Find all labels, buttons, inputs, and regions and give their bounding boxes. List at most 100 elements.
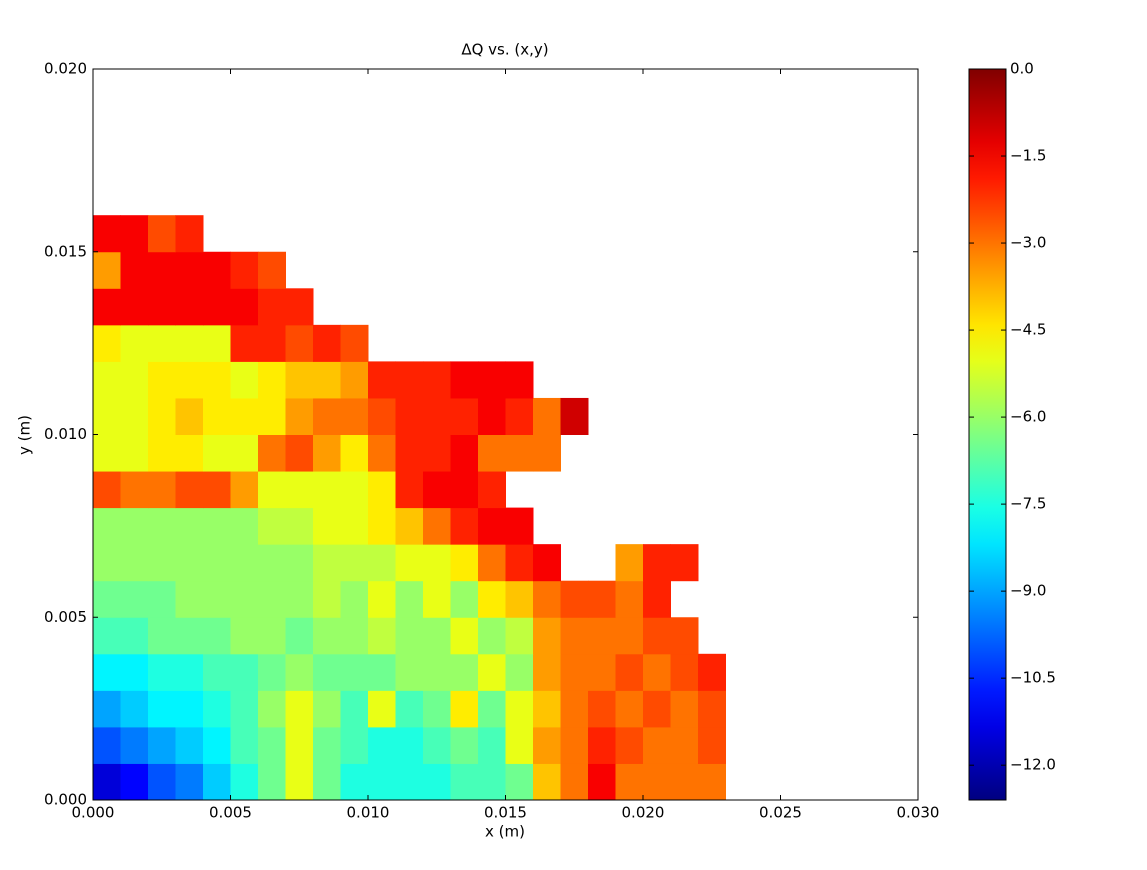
heatmap-cell	[450, 434, 479, 472]
heatmap-cell	[203, 617, 231, 655]
heatmap-cell	[533, 690, 561, 728]
heatmap-cell	[368, 653, 396, 691]
heatmap-cell	[230, 471, 259, 509]
heatmap-cell	[505, 397, 534, 435]
heatmap-cell	[533, 763, 561, 801]
heatmap-cell	[313, 763, 341, 801]
heatmap-cell	[340, 324, 369, 362]
heatmap-cell	[93, 434, 121, 472]
heatmap-cell	[120, 726, 149, 764]
heatmap-cell	[120, 434, 149, 472]
heatmap-cell	[120, 288, 149, 326]
heatmap-cell	[615, 726, 644, 764]
heatmap-cell	[340, 690, 369, 728]
heatmap-cell	[643, 617, 671, 655]
heatmap-cell	[258, 580, 286, 618]
heatmap-cell	[93, 215, 121, 253]
heatmap-cell	[643, 763, 671, 801]
heatmap-cell	[395, 653, 424, 691]
heatmap-cell	[423, 690, 451, 728]
heatmap-cell	[450, 361, 479, 399]
colorbar-tick-label: −7.5	[1010, 495, 1046, 513]
heatmap-cell	[230, 324, 259, 362]
heatmap-cell	[230, 580, 259, 618]
heatmap-cell	[175, 361, 204, 399]
heatmap-cell	[285, 507, 314, 545]
heatmap-cell	[258, 361, 286, 399]
heatmap-cell	[175, 763, 204, 801]
heatmap-cell	[230, 434, 259, 472]
heatmap-cell	[615, 690, 644, 728]
heatmap-cell	[588, 653, 616, 691]
heatmap-cell	[368, 580, 396, 618]
heatmap-cell	[450, 580, 479, 618]
heatmap-cell	[698, 690, 726, 728]
heatmap-cell	[450, 507, 479, 545]
heatmap-cell	[258, 324, 286, 362]
chart-title: ΔQ vs. (x,y)	[461, 41, 548, 59]
heatmap-cell	[478, 471, 506, 509]
heatmap-cell	[120, 580, 149, 618]
heatmap-cell	[285, 617, 314, 655]
heatmap-cell	[175, 288, 204, 326]
heatmap-cell	[423, 653, 451, 691]
x-axis-label: x (m)	[485, 823, 525, 841]
heatmap-cell	[505, 507, 534, 545]
heatmap-cell	[450, 726, 479, 764]
heatmap-cell	[643, 544, 671, 582]
heatmap-cell	[560, 726, 589, 764]
heatmap-cell	[450, 763, 479, 801]
heatmap-cell	[93, 690, 121, 728]
heatmap-cell	[588, 690, 616, 728]
heatmap-cell	[478, 544, 506, 582]
heatmap-cell	[258, 471, 286, 509]
heatmap-cell	[368, 397, 396, 435]
heatmap-cell	[423, 617, 451, 655]
heatmap-cell	[258, 763, 286, 801]
y-tick-label: 0.020	[44, 60, 87, 78]
heatmap-cell	[423, 471, 451, 509]
heatmap-cell	[148, 471, 176, 509]
heatmap-cell	[175, 324, 204, 362]
heatmap-cell	[285, 397, 314, 435]
heatmap-cell	[698, 653, 726, 691]
heatmap-cell	[340, 434, 369, 472]
heatmap-cell	[450, 471, 479, 509]
heatmap-cell	[120, 397, 149, 435]
heatmap-cell	[450, 653, 479, 691]
heatmap-cell	[120, 361, 149, 399]
heatmap-cell	[120, 215, 149, 253]
heatmap-cell	[285, 690, 314, 728]
heatmap-cell	[175, 726, 204, 764]
heatmap-cell	[505, 361, 534, 399]
heatmap-cell	[368, 471, 396, 509]
heatmap-cell	[175, 544, 204, 582]
heatmap-cell	[285, 434, 314, 472]
heatmap-cell	[368, 544, 396, 582]
heatmap-cell	[450, 397, 479, 435]
heatmap-cell	[505, 434, 534, 472]
heatmap-cell	[93, 544, 121, 582]
heatmap-cell	[148, 690, 176, 728]
heatmap-cell	[313, 690, 341, 728]
heatmap-cell	[588, 763, 616, 801]
heatmap-cell	[313, 580, 341, 618]
heatmap-cell	[313, 397, 341, 435]
heatmap-cell	[230, 288, 259, 326]
heatmap-cell	[533, 653, 561, 691]
heatmap-cell	[285, 544, 314, 582]
heatmap-cell	[450, 690, 479, 728]
heatmap-cell	[203, 580, 231, 618]
heatmap-cell	[615, 544, 644, 582]
heatmap-cell	[560, 690, 589, 728]
heatmap-cell	[230, 507, 259, 545]
heatmap-cell	[313, 653, 341, 691]
heatmap-cell	[203, 361, 231, 399]
x-tick-label: 0.005	[209, 804, 252, 822]
x-tick-label: 0.010	[347, 804, 390, 822]
heatmap-cell	[533, 726, 561, 764]
heatmap-cell	[258, 507, 286, 545]
heatmap-cell	[505, 763, 534, 801]
heatmap-cell	[203, 763, 231, 801]
heatmap-cell	[423, 544, 451, 582]
